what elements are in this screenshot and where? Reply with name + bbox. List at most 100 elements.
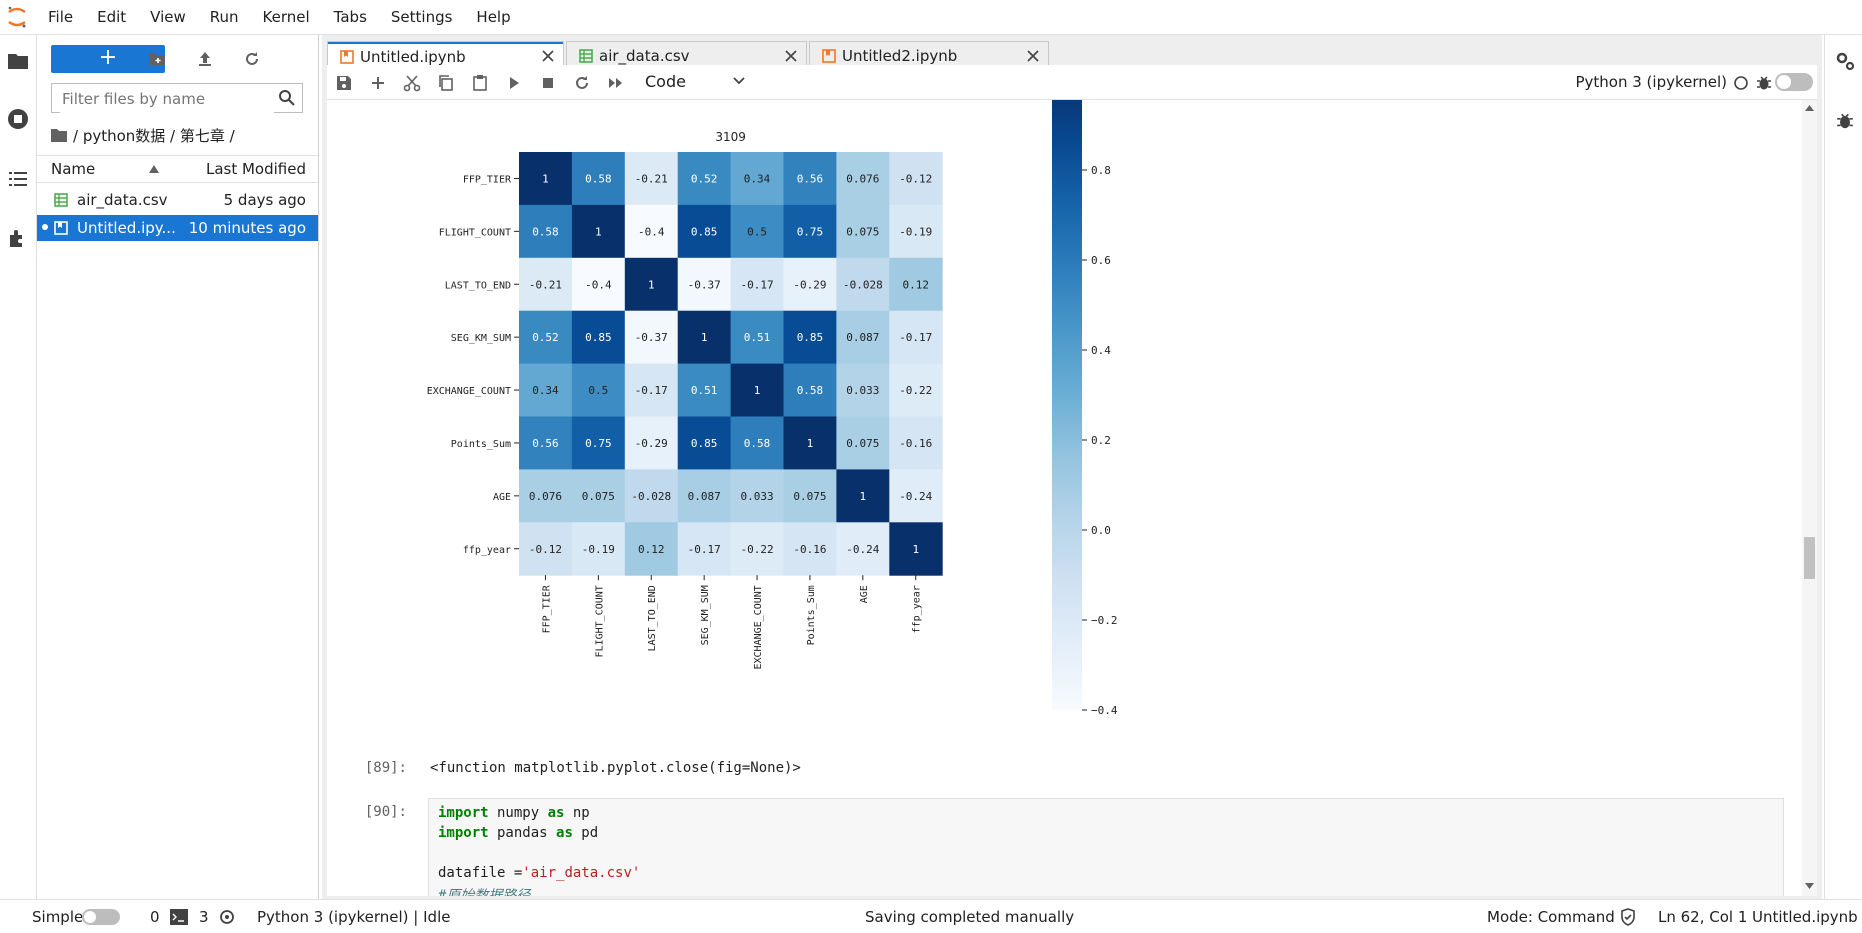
heatmap-cell-label: 0.52 xyxy=(532,331,559,344)
heatmap-cell xyxy=(519,363,573,417)
heatmap-cell xyxy=(783,257,837,312)
colorbar-tick-label: −0.2 xyxy=(1091,614,1118,627)
cut-icon[interactable] xyxy=(403,74,421,92)
kernel-count[interactable]: 3 xyxy=(199,908,209,926)
y-tick-label: Points_Sum xyxy=(451,439,511,450)
paste-icon[interactable] xyxy=(471,74,489,92)
home-folder-icon[interactable] xyxy=(51,128,67,142)
column-modified-header[interactable]: Last Modified xyxy=(205,160,306,178)
upload-icon[interactable] xyxy=(195,49,215,69)
heatmap-cell xyxy=(624,469,679,523)
code-token: datafile = xyxy=(438,865,523,881)
x-tick-label: LAST_TO_END xyxy=(647,585,658,651)
heatmap-cell-label: 1 xyxy=(701,331,708,344)
close-icon[interactable] xyxy=(784,49,798,63)
scroll-down-icon[interactable] xyxy=(1805,883,1814,889)
insert-cell-icon[interactable] xyxy=(369,74,387,92)
heatmap-cell xyxy=(730,310,784,365)
heatmap-cell-label: -0.24 xyxy=(846,543,879,556)
scroll-up-icon[interactable] xyxy=(1805,105,1814,111)
notebook-toolbar: Code Python 3 (ipykernel) xyxy=(327,65,1817,100)
menu-help[interactable]: Help xyxy=(476,8,511,26)
code-line: datafile ='air_data.csv' xyxy=(438,865,640,881)
menu-file[interactable]: File xyxy=(48,8,74,26)
spreadsheet-icon xyxy=(54,193,68,207)
copy-icon[interactable] xyxy=(437,74,455,92)
breadcrumb-path[interactable]: / python数据 / 第七章 / xyxy=(73,126,235,145)
heatmap-cell-label: -0.24 xyxy=(899,490,932,503)
debugger-toggle[interactable] xyxy=(1775,73,1813,91)
menu-tabs[interactable]: Tabs xyxy=(333,8,367,26)
menu-view[interactable]: View xyxy=(150,8,186,26)
code-token: 'air_data.csv' xyxy=(522,865,641,881)
heatmap-cell xyxy=(571,152,626,206)
heatmap-cell xyxy=(889,522,943,576)
y-tick-label: AGE xyxy=(493,492,511,503)
heatmap-cell-label: -0.16 xyxy=(793,543,826,556)
extension-manager-icon[interactable] xyxy=(6,227,30,251)
file-row[interactable]: air_data.csv 5 days ago xyxy=(37,187,318,213)
menu-run[interactable]: Run xyxy=(209,8,239,26)
restart-icon[interactable] xyxy=(573,74,591,92)
code-cell-editor[interactable]: import numpy as np import pandas as pd dat… xyxy=(428,798,1784,896)
correlation-heatmap: 3109 1 0.58 -0.21 0.52 0.34 0.56 0.076 -0.12 0.58… xyxy=(427,100,1118,717)
heatmap-cell xyxy=(730,522,784,576)
table-of-contents-icon[interactable] xyxy=(6,167,30,191)
heatmap-cell-label: -0.21 xyxy=(529,278,562,291)
running-sessions-icon[interactable] xyxy=(6,107,30,131)
right-sidebar xyxy=(1824,35,1862,899)
heatmap-cell-label: 0.076 xyxy=(846,172,879,185)
new-launcher-button[interactable]: + xyxy=(51,45,165,73)
heatmap-cell xyxy=(783,522,837,576)
column-name-header[interactable]: Name xyxy=(51,160,96,178)
menu-edit[interactable]: Edit xyxy=(97,8,127,26)
heatmap-cell xyxy=(624,152,679,206)
trusted-shield-icon[interactable] xyxy=(1620,908,1636,926)
new-folder-icon[interactable] xyxy=(147,49,167,69)
file-row[interactable]: Untitled.ipy... 10 minutes ago xyxy=(37,215,318,241)
tab-untitled2-ipynb[interactable]: Untitled2.ipynb xyxy=(809,41,1049,69)
filter-files-input[interactable] xyxy=(60,85,274,113)
terminal-count[interactable]: 0 xyxy=(150,908,160,926)
kernel-name[interactable]: Python 3 (ipykernel) xyxy=(1575,73,1727,91)
heatmap-cell-label: -0.17 xyxy=(688,543,721,556)
simple-mode-toggle[interactable] xyxy=(82,909,120,925)
notebook-mode: Mode: Command xyxy=(1487,908,1615,926)
debugger-panel-icon[interactable] xyxy=(1835,111,1855,131)
save-icon[interactable] xyxy=(335,74,353,92)
close-icon[interactable] xyxy=(541,49,555,63)
kernel-status[interactable]: Python 3 (ipykernel) | Idle xyxy=(257,908,451,926)
restart-run-all-icon[interactable] xyxy=(607,74,625,92)
scrollbar-thumb[interactable] xyxy=(1804,537,1815,579)
heatmap-cell xyxy=(519,257,573,312)
file-list-header: Name Last Modified xyxy=(37,155,318,183)
notebook-scrollbar[interactable] xyxy=(1802,100,1817,896)
x-tick-label: FFP_TIER xyxy=(541,584,552,633)
tab-air-data-csv[interactable]: air_data.csv xyxy=(566,41,807,69)
folder-icon[interactable] xyxy=(6,49,30,73)
spreadsheet-icon xyxy=(579,48,593,63)
cell-type-select[interactable]: Code xyxy=(645,69,745,93)
terminal-icon xyxy=(170,909,188,925)
toggle-knob xyxy=(1777,75,1791,89)
heatmap-cell-label: -0.22 xyxy=(899,384,932,397)
debugger-bug-icon[interactable] xyxy=(1755,74,1773,92)
property-inspector-gears-icon[interactable] xyxy=(1834,50,1856,72)
heatmap-cell xyxy=(519,310,573,365)
x-tick-label: Points_Sum xyxy=(806,585,817,645)
heatmap-cell xyxy=(730,416,784,470)
run-icon[interactable] xyxy=(505,74,523,92)
chart-title: 3109 xyxy=(715,130,746,144)
refresh-icon[interactable] xyxy=(242,49,262,69)
menu-settings[interactable]: Settings xyxy=(390,8,453,26)
heatmap-cell xyxy=(571,310,626,365)
chevron-down-icon xyxy=(733,77,745,85)
heatmap-cell xyxy=(519,152,573,206)
heatmap-cell-label: 1 xyxy=(860,490,867,503)
cursor-position[interactable]: Ln 62, Col 1 xyxy=(1658,908,1748,926)
interrupt-icon[interactable] xyxy=(539,74,557,92)
menu-kernel[interactable]: Kernel xyxy=(262,8,310,26)
heatmap-cell xyxy=(624,363,679,417)
close-icon[interactable] xyxy=(1026,49,1040,63)
heatmap-cell-label: 0.033 xyxy=(846,384,879,397)
